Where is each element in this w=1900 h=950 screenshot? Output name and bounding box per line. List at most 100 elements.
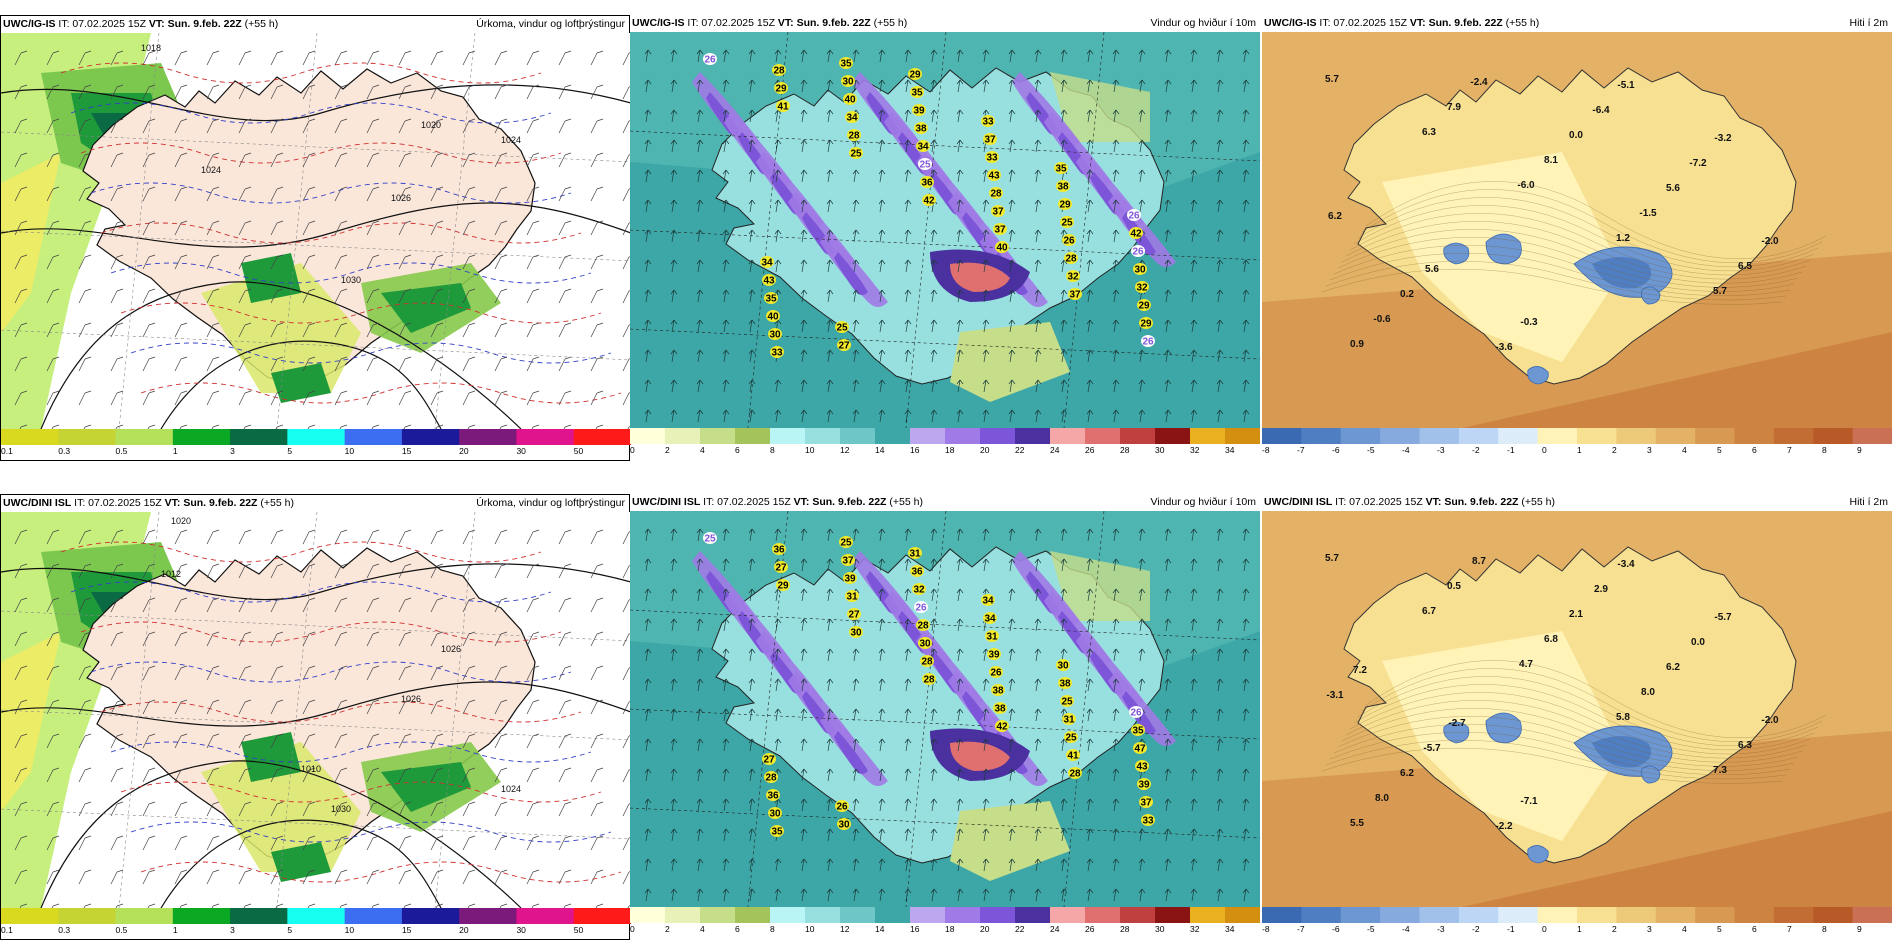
temp-label: 1.2 <box>1616 233 1630 244</box>
colorbar-swatch <box>910 428 946 444</box>
svg-text:42: 42 <box>923 196 935 207</box>
colorbar-tick-label: -5 <box>1367 924 1375 934</box>
gust-label: 37 <box>1068 288 1082 301</box>
svg-text:38: 38 <box>1059 679 1071 690</box>
lead-time: (+55 h) <box>873 17 908 29</box>
colorbar-wind: 0 2 4 6 8 10 12 14 16 18 20 22 24 26 28 30 32 34 <box>630 428 1260 456</box>
colorbar-tick-label: 28 <box>1120 924 1130 934</box>
temp-label: -3.2 <box>1714 133 1732 144</box>
gust-label: 30 <box>841 75 855 88</box>
gust-label: 25 <box>703 532 717 545</box>
colorbar-tick-label: 0.3 <box>58 925 71 935</box>
gust-label: 29 <box>1139 317 1153 330</box>
colorbar-tick-label: 1 <box>1577 445 1582 455</box>
svg-text:35: 35 <box>911 88 923 99</box>
map-title: Hiti í 2m <box>1849 17 1888 29</box>
isobar-label: 1026 <box>441 644 461 654</box>
svg-text:30: 30 <box>838 820 850 831</box>
temp-label: -2.7 <box>1448 718 1466 729</box>
colorbar-tick-label: 1 <box>1577 924 1582 934</box>
colorbar-tick-label: -3 <box>1437 445 1445 455</box>
gust-label: 34 <box>983 612 997 625</box>
colorbar-swatch <box>1015 428 1051 444</box>
panel-header: UWC/IG-IS IT: 07.02.2025 15Z VT: Sun. 9.… <box>1 16 629 33</box>
colorbar-swatch <box>1120 907 1156 923</box>
svg-text:40: 40 <box>767 312 779 323</box>
svg-text:26: 26 <box>990 668 1002 679</box>
gust-label: 37 <box>993 223 1007 236</box>
colorbar-tick-label: 15 <box>401 925 412 935</box>
gust-label: 42 <box>1129 227 1143 240</box>
lead-time: (+55 h) <box>260 497 294 509</box>
init-time: IT: 07.02.2025 15Z <box>1319 17 1407 29</box>
svg-text:34: 34 <box>984 614 996 625</box>
colorbar-tick-label: 0 <box>1542 445 1547 455</box>
colorbar-swatch <box>459 429 517 445</box>
gust-label: 29 <box>776 579 790 592</box>
colorbar-tick-label: -6 <box>1332 924 1340 934</box>
gust-label: 39 <box>1137 778 1151 791</box>
panel-igis-temp: UWC/IG-IS IT: 07.02.2025 15Z VT: Sun. 9.… <box>1262 15 1892 461</box>
init-time: IT: 07.02.2025 15Z <box>687 17 775 29</box>
colorbar-tick-label: 34 <box>1225 924 1235 934</box>
temp-label: -3.6 <box>1495 342 1513 353</box>
colorbar-swatch <box>875 428 911 444</box>
colorbar-tick-label: -8 <box>1262 924 1270 934</box>
panel-dini-temp: UWC/DINI ISL IT: 07.02.2025 15Z VT: Sun.… <box>1262 494 1892 940</box>
colorbar-tick-label: 8 <box>1822 445 1827 455</box>
svg-text:30: 30 <box>1134 265 1146 276</box>
colorbar-tick-label: 6 <box>735 445 740 455</box>
gust-label: 34 <box>916 140 930 153</box>
svg-text:43: 43 <box>1136 762 1148 773</box>
temp-label: -0.3 <box>1520 317 1538 328</box>
svg-text:32: 32 <box>1067 272 1079 283</box>
colorbar-tick-label: 34 <box>1225 445 1235 455</box>
colorbar-swatches <box>1 908 631 924</box>
temp-label: 7.3 <box>1713 765 1727 776</box>
svg-text:38: 38 <box>994 704 1006 715</box>
gust-label: 42 <box>995 720 1009 733</box>
colorbar-swatch <box>1813 428 1854 444</box>
gust-label: 31 <box>845 590 859 603</box>
colorbar-swatch <box>1695 907 1735 923</box>
model-name: UWC/IG-IS <box>632 17 685 29</box>
colorbar-tick-label: 5 <box>1717 445 1722 455</box>
colorbar-tick-label: 30 <box>516 446 526 456</box>
init-time: IT: 07.02.2025 15Z <box>1335 496 1423 508</box>
colorbar-tick-label: 20 <box>980 924 990 934</box>
colorbar-tick-label: -2 <box>1472 445 1480 455</box>
gust-label: 38 <box>914 122 928 135</box>
colorbar-ticks: 0 2 4 6 8 10 12 14 16 18 20 22 24 26 28 30 32 34 <box>630 444 1260 456</box>
gust-label: 32 <box>912 583 926 596</box>
svg-text:32: 32 <box>1136 283 1148 294</box>
init-time: IT: 07.02.2025 15Z <box>58 18 146 30</box>
colorbar-tick-label: -6 <box>1332 445 1340 455</box>
colorbar-tick-label: 3 <box>230 446 235 456</box>
temp-label: 0.0 <box>1569 130 1583 141</box>
lead-time: (+55 h) <box>889 496 923 508</box>
gust-label: 37 <box>841 554 855 567</box>
colorbar-tick-label: 16 <box>910 445 920 455</box>
svg-text:28: 28 <box>773 66 785 77</box>
colorbar-tick-label: 8 <box>770 445 775 455</box>
gust-label: 25 <box>1060 695 1074 708</box>
colorbar-swatch <box>344 908 403 924</box>
gust-label: 41 <box>776 100 790 113</box>
colorbar-tick-label: 30 <box>1155 924 1165 934</box>
colorbar-tick-label: 2 <box>1612 445 1617 455</box>
colorbar-swatch <box>344 429 403 445</box>
colorbar-tick-label: -4 <box>1402 924 1410 934</box>
gust-label: 39 <box>987 648 1001 661</box>
svg-text:41: 41 <box>777 102 789 113</box>
colorbar-swatch <box>1262 907 1302 923</box>
svg-text:34: 34 <box>982 596 994 607</box>
gust-label: 28 <box>1068 767 1082 780</box>
colorbar-tick-label: 22 <box>1015 924 1025 934</box>
svg-text:39: 39 <box>988 650 1000 661</box>
colorbar-swatch <box>1225 428 1260 444</box>
svg-text:37: 37 <box>994 225 1006 236</box>
colorbar-tick-label: 8 <box>770 924 775 934</box>
svg-text:29: 29 <box>1140 319 1152 330</box>
colorbar-swatch <box>516 429 575 445</box>
svg-text:31: 31 <box>1063 715 1075 726</box>
